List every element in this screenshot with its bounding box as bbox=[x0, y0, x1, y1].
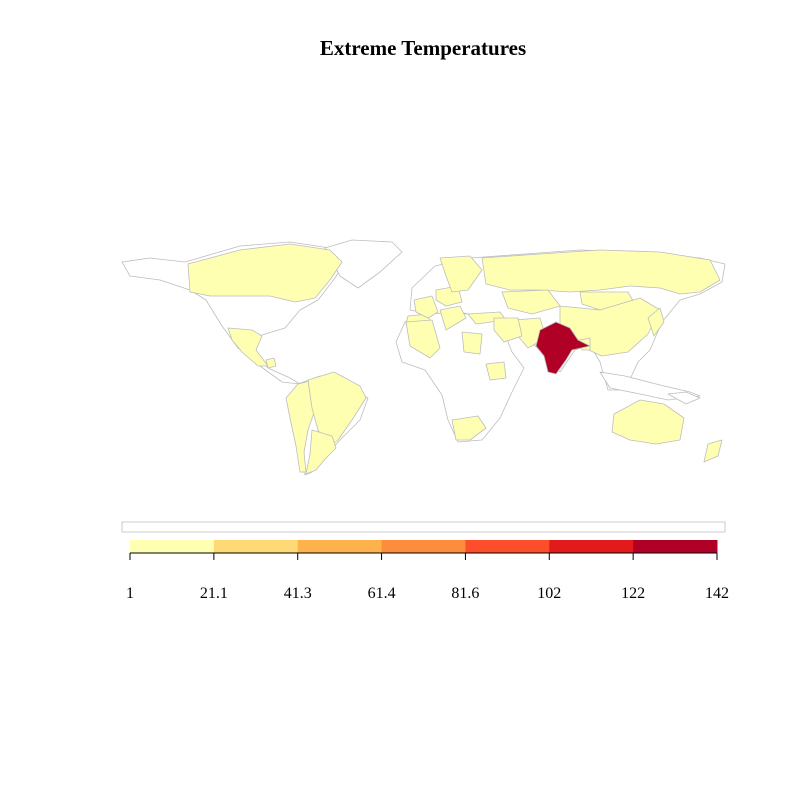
map-highlighted-countries bbox=[187, 243, 723, 475]
greenland bbox=[324, 239, 403, 289]
kazakhstan bbox=[501, 289, 561, 315]
legend-swatch bbox=[465, 540, 550, 553]
legend-swatch bbox=[633, 540, 718, 553]
south-africa bbox=[451, 415, 487, 441]
legend-tick-label: 81.6 bbox=[451, 585, 479, 602]
legend-tick-label: 1 bbox=[126, 585, 134, 602]
algeria bbox=[405, 319, 441, 359]
legend-tick-label: 41.3 bbox=[284, 585, 312, 602]
antarctica bbox=[121, 521, 726, 533]
australia bbox=[611, 399, 685, 445]
guatemala bbox=[265, 357, 277, 369]
legend-swatch bbox=[130, 540, 215, 553]
brazil bbox=[307, 371, 367, 449]
legend-swatch bbox=[381, 540, 466, 553]
iran bbox=[493, 317, 523, 343]
legend-tick-label: 102 bbox=[537, 585, 561, 602]
legend-swatch bbox=[297, 540, 383, 553]
argentina bbox=[305, 429, 337, 475]
legend-tick-label: 21.1 bbox=[200, 585, 228, 602]
new-zealand bbox=[703, 439, 723, 463]
india bbox=[535, 321, 591, 375]
france bbox=[413, 295, 439, 319]
russia bbox=[481, 249, 721, 295]
legend-tick-label: 61.4 bbox=[368, 585, 396, 602]
legend-tick-label: 142 bbox=[705, 585, 729, 602]
scandinavia bbox=[439, 255, 483, 293]
color-legend: 1 21.1 41.3 61.4 81.6 102 122 142 bbox=[126, 540, 729, 602]
ethiopia bbox=[485, 361, 507, 381]
canada bbox=[187, 243, 343, 303]
legend-tick-label: 122 bbox=[621, 585, 645, 602]
legend-swatch bbox=[549, 540, 634, 553]
map-title: Extreme Temperatures bbox=[319, 36, 527, 60]
new-guinea bbox=[667, 391, 701, 405]
japan bbox=[647, 307, 665, 337]
egypt bbox=[461, 331, 483, 355]
italy-balkans bbox=[439, 305, 467, 331]
legend-swatch bbox=[213, 540, 299, 553]
